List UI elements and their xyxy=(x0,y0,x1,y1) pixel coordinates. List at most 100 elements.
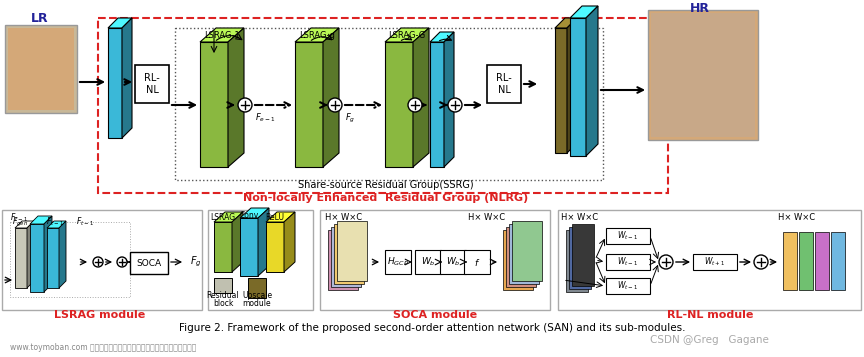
Polygon shape xyxy=(385,42,413,167)
Text: Figure 2. Framework of the proposed second-order attention network (SAN) and its: Figure 2. Framework of the proposed seco… xyxy=(179,323,685,333)
Polygon shape xyxy=(295,28,339,42)
Text: block: block xyxy=(213,298,233,307)
Circle shape xyxy=(448,98,462,112)
Text: LSRAG-G: LSRAG-G xyxy=(389,30,426,40)
Bar xyxy=(415,250,441,274)
Circle shape xyxy=(328,98,342,112)
Bar xyxy=(208,210,313,310)
Polygon shape xyxy=(240,208,269,218)
Bar xyxy=(651,13,755,137)
Polygon shape xyxy=(214,212,243,222)
Polygon shape xyxy=(266,212,295,222)
Polygon shape xyxy=(240,218,258,276)
Text: $F_{t-1}$: $F_{t-1}$ xyxy=(76,216,94,228)
Text: $W_{t+1}$: $W_{t+1}$ xyxy=(704,256,726,268)
Polygon shape xyxy=(385,28,429,42)
Text: HR: HR xyxy=(690,1,710,15)
Bar xyxy=(799,232,813,290)
Bar xyxy=(10,222,130,297)
Circle shape xyxy=(117,257,127,267)
Circle shape xyxy=(93,257,103,267)
Text: RL-NL module: RL-NL module xyxy=(667,310,753,320)
Bar xyxy=(214,278,232,293)
Text: $F_{e-1}$: $F_{e-1}$ xyxy=(255,112,276,124)
Polygon shape xyxy=(200,28,244,42)
Text: $f$: $f$ xyxy=(473,256,480,267)
Text: module: module xyxy=(243,298,271,307)
Polygon shape xyxy=(567,18,577,153)
Text: $F_g$: $F_g$ xyxy=(345,111,355,125)
Text: H× W×C: H× W×C xyxy=(561,213,598,222)
Bar xyxy=(331,227,361,287)
Bar xyxy=(337,221,367,281)
Polygon shape xyxy=(59,221,66,288)
Bar xyxy=(648,10,758,140)
Bar xyxy=(8,28,74,110)
Bar xyxy=(815,232,829,290)
Bar xyxy=(512,221,542,281)
Polygon shape xyxy=(200,42,228,167)
Text: LSRAG: LSRAG xyxy=(211,213,236,222)
Bar xyxy=(5,25,77,113)
Bar xyxy=(320,210,550,310)
Polygon shape xyxy=(413,28,429,167)
Text: CSDN @Greg   Gagane: CSDN @Greg Gagane xyxy=(650,335,769,345)
Text: $W_b$: $W_b$ xyxy=(421,256,435,268)
Text: SOCA: SOCA xyxy=(137,258,162,267)
Circle shape xyxy=(238,98,252,112)
Polygon shape xyxy=(214,222,232,272)
Bar xyxy=(606,254,650,270)
Text: Share-source Residual Group(SSRG): Share-source Residual Group(SSRG) xyxy=(298,180,473,190)
Text: $W_{t-1}$: $W_{t-1}$ xyxy=(618,230,638,242)
Bar xyxy=(566,230,588,292)
Text: $W_{t-1}$: $W_{t-1}$ xyxy=(618,256,638,268)
Bar xyxy=(558,210,861,310)
Text: H× W×C: H× W×C xyxy=(468,213,505,222)
Polygon shape xyxy=(555,28,567,153)
Polygon shape xyxy=(295,42,323,167)
Text: LSRAG-1: LSRAG-1 xyxy=(204,30,240,40)
Bar xyxy=(606,278,650,294)
Bar xyxy=(572,224,594,286)
Polygon shape xyxy=(555,18,577,28)
Text: $W_{t-1}$: $W_{t-1}$ xyxy=(618,280,638,292)
Text: RL-
NL: RL- NL xyxy=(144,73,160,95)
Polygon shape xyxy=(430,42,444,167)
Polygon shape xyxy=(30,224,44,292)
Text: $F_g$: $F_g$ xyxy=(190,255,201,269)
Text: $W_b$: $W_b$ xyxy=(446,256,461,268)
Circle shape xyxy=(754,255,768,269)
Text: $F_{gen}$: $F_{gen}$ xyxy=(12,216,28,228)
Text: LSRAG-g: LSRAG-g xyxy=(299,30,335,40)
Text: $F_{t-1}$: $F_{t-1}$ xyxy=(10,212,28,224)
Polygon shape xyxy=(444,32,454,167)
Bar xyxy=(440,250,466,274)
Bar xyxy=(130,252,168,274)
Text: LSRAG module: LSRAG module xyxy=(54,310,146,320)
Text: Upscale: Upscale xyxy=(242,292,272,301)
Polygon shape xyxy=(15,221,34,228)
Bar xyxy=(175,28,603,180)
Polygon shape xyxy=(15,228,27,288)
Polygon shape xyxy=(228,28,244,167)
Polygon shape xyxy=(232,212,243,272)
Text: ReLU: ReLU xyxy=(265,213,284,222)
Polygon shape xyxy=(323,28,339,167)
Bar xyxy=(328,230,358,290)
Text: Residual: Residual xyxy=(206,292,239,301)
Polygon shape xyxy=(570,18,586,156)
Bar xyxy=(569,227,591,289)
Text: RL-
NL: RL- NL xyxy=(496,73,511,95)
Polygon shape xyxy=(570,6,598,18)
Text: LR: LR xyxy=(31,11,48,25)
Polygon shape xyxy=(284,212,295,272)
Bar xyxy=(135,65,169,103)
Circle shape xyxy=(659,255,673,269)
Polygon shape xyxy=(47,221,66,228)
Bar xyxy=(831,232,845,290)
Polygon shape xyxy=(266,222,284,272)
Bar xyxy=(2,210,202,310)
Polygon shape xyxy=(108,28,122,138)
Bar xyxy=(334,224,364,284)
Text: $F_{t-1}$: $F_{t-1}$ xyxy=(46,216,64,228)
